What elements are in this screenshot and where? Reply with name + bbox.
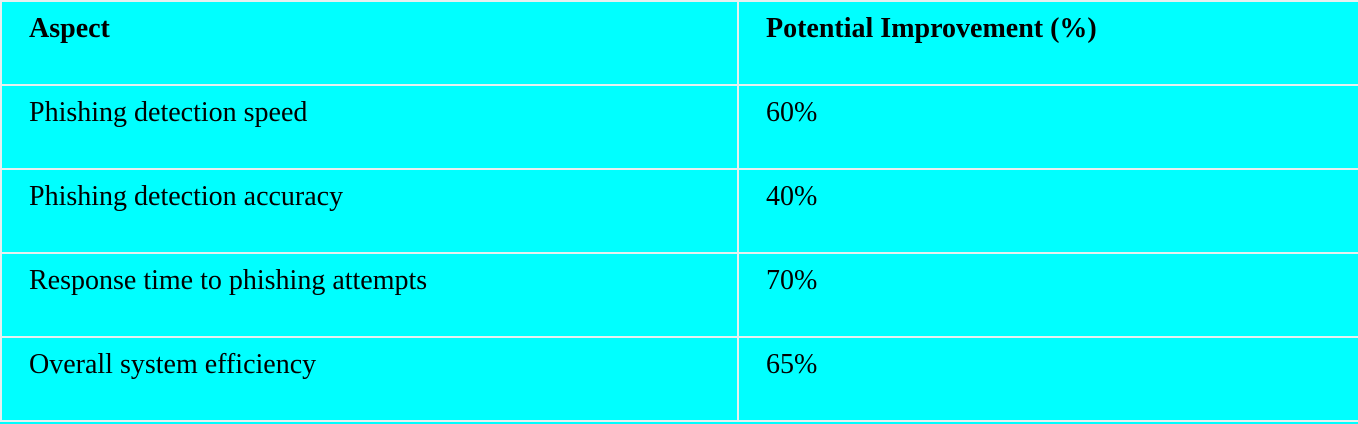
table-header-row: Aspect Potential Improvement (%) [0, 0, 1358, 86]
cell-improvement: 65% [737, 336, 1358, 422]
header-potential-improvement: Potential Improvement (%) [737, 0, 1358, 86]
cell-improvement: 40% [737, 168, 1358, 254]
cell-aspect: Phishing detection accuracy [0, 168, 739, 254]
cell-aspect: Overall system efficiency [0, 336, 739, 422]
cell-aspect: Phishing detection speed [0, 84, 739, 170]
cell-improvement: 60% [737, 84, 1358, 170]
table-row: Phishing detection accuracy 40% [0, 168, 1358, 254]
table-row: Response time to phishing attempts 70% [0, 252, 1358, 338]
cell-aspect: Response time to phishing attempts [0, 252, 739, 338]
table-row: Overall system efficiency 65% [0, 336, 1358, 422]
table-row: Phishing detection speed 60% [0, 84, 1358, 170]
header-aspect: Aspect [0, 0, 739, 86]
cell-improvement: 70% [737, 252, 1358, 338]
